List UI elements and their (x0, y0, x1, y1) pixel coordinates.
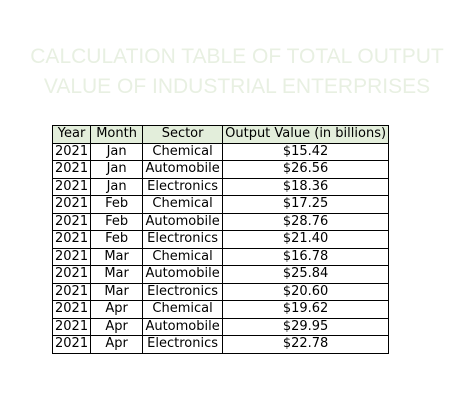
cell-sector: Chemical (142, 195, 224, 214)
cell-month: Feb (90, 212, 144, 231)
cell-month: Jan (90, 142, 144, 161)
cell-sector: Automobile (142, 160, 224, 179)
cell-sector: Automobile (142, 317, 224, 336)
table-row: 2021 Jan Chemical $15.42 (51, 142, 390, 161)
cell-year: 2021 (51, 317, 92, 336)
cell-output-value: $19.62 (222, 300, 390, 319)
cell-output-value: $26.56 (222, 160, 390, 179)
cell-month: Feb (90, 195, 144, 214)
cell-output-value: $20.60 (222, 282, 390, 301)
cell-year: 2021 (51, 230, 92, 249)
table-row: 2021 Jan Automobile $26.56 (51, 160, 390, 179)
cell-sector: Automobile (142, 265, 224, 284)
cell-year: 2021 (51, 142, 92, 161)
cell-year: 2021 (51, 265, 92, 284)
table-row: 2021 Mar Electronics $20.60 (51, 282, 390, 301)
table-row: 2021 Apr Automobile $29.95 (51, 317, 390, 336)
cell-month: Apr (90, 300, 144, 319)
cell-output-value: $28.76 (222, 212, 390, 231)
output-value-table: Year Month Sector Output Value (in billi… (51, 125, 390, 354)
cell-month: Jan (90, 177, 144, 196)
cell-month: Mar (90, 247, 144, 266)
table-row: 2021 Feb Chemical $17.25 (51, 195, 390, 214)
page-title: CALCULATION TABLE OF TOTAL OUTPUT VALUE … (0, 42, 474, 102)
header-row: Year Month Sector Output Value (in billi… (51, 125, 390, 144)
header-sector: Sector (142, 125, 224, 144)
cell-year: 2021 (51, 160, 92, 179)
cell-month: Feb (90, 230, 144, 249)
cell-sector: Electronics (142, 177, 224, 196)
cell-sector: Electronics (142, 282, 224, 301)
cell-sector: Electronics (142, 230, 224, 249)
cell-output-value: $25.84 (222, 265, 390, 284)
cell-year: 2021 (51, 282, 92, 301)
cell-sector: Automobile (142, 212, 224, 231)
title-line-2: VALUE OF INDUSTRIAL ENTERPRISES (43, 75, 431, 98)
cell-year: 2021 (51, 195, 92, 214)
cell-sector: Chemical (142, 142, 224, 161)
table-row: 2021 Apr Electronics $22.78 (51, 335, 390, 354)
cell-month: Apr (90, 335, 144, 354)
cell-output-value: $17.25 (222, 195, 390, 214)
table-row: 2021 Apr Chemical $19.62 (51, 300, 390, 319)
cell-output-value: $16.78 (222, 247, 390, 266)
cell-year: 2021 (51, 335, 92, 354)
table-row: 2021 Feb Automobile $28.76 (51, 212, 390, 231)
table-row: 2021 Jan Electronics $18.36 (51, 177, 390, 196)
cell-month: Jan (90, 160, 144, 179)
cell-sector: Electronics (142, 335, 224, 354)
cell-month: Mar (90, 265, 144, 284)
header-month: Month (90, 125, 144, 144)
cell-month: Mar (90, 282, 144, 301)
cell-year: 2021 (51, 247, 92, 266)
cell-year: 2021 (51, 177, 92, 196)
cell-output-value: $22.78 (222, 335, 390, 354)
cell-output-value: $18.36 (222, 177, 390, 196)
title-line-1: CALCULATION TABLE OF TOTAL OUTPUT (30, 45, 444, 68)
table-body: 2021 Jan Chemical $15.42 2021 Jan Automobile $2… (51, 142, 390, 354)
header-year: Year (51, 125, 92, 144)
cell-sector: Chemical (142, 300, 224, 319)
cell-output-value: $15.42 (222, 142, 390, 161)
table-row: 2021 Mar Chemical $16.78 (51, 247, 390, 266)
table-row: 2021 Feb Electronics $21.40 (51, 230, 390, 249)
cell-month: Apr (90, 317, 144, 336)
cell-output-value: $21.40 (222, 230, 390, 249)
table-row: 2021 Mar Automobile $25.84 (51, 265, 390, 284)
header-output-value: Output Value (in billions) (222, 125, 390, 144)
cell-output-value: $29.95 (222, 317, 390, 336)
cell-year: 2021 (51, 300, 92, 319)
cell-year: 2021 (51, 212, 92, 231)
cell-sector: Chemical (142, 247, 224, 266)
